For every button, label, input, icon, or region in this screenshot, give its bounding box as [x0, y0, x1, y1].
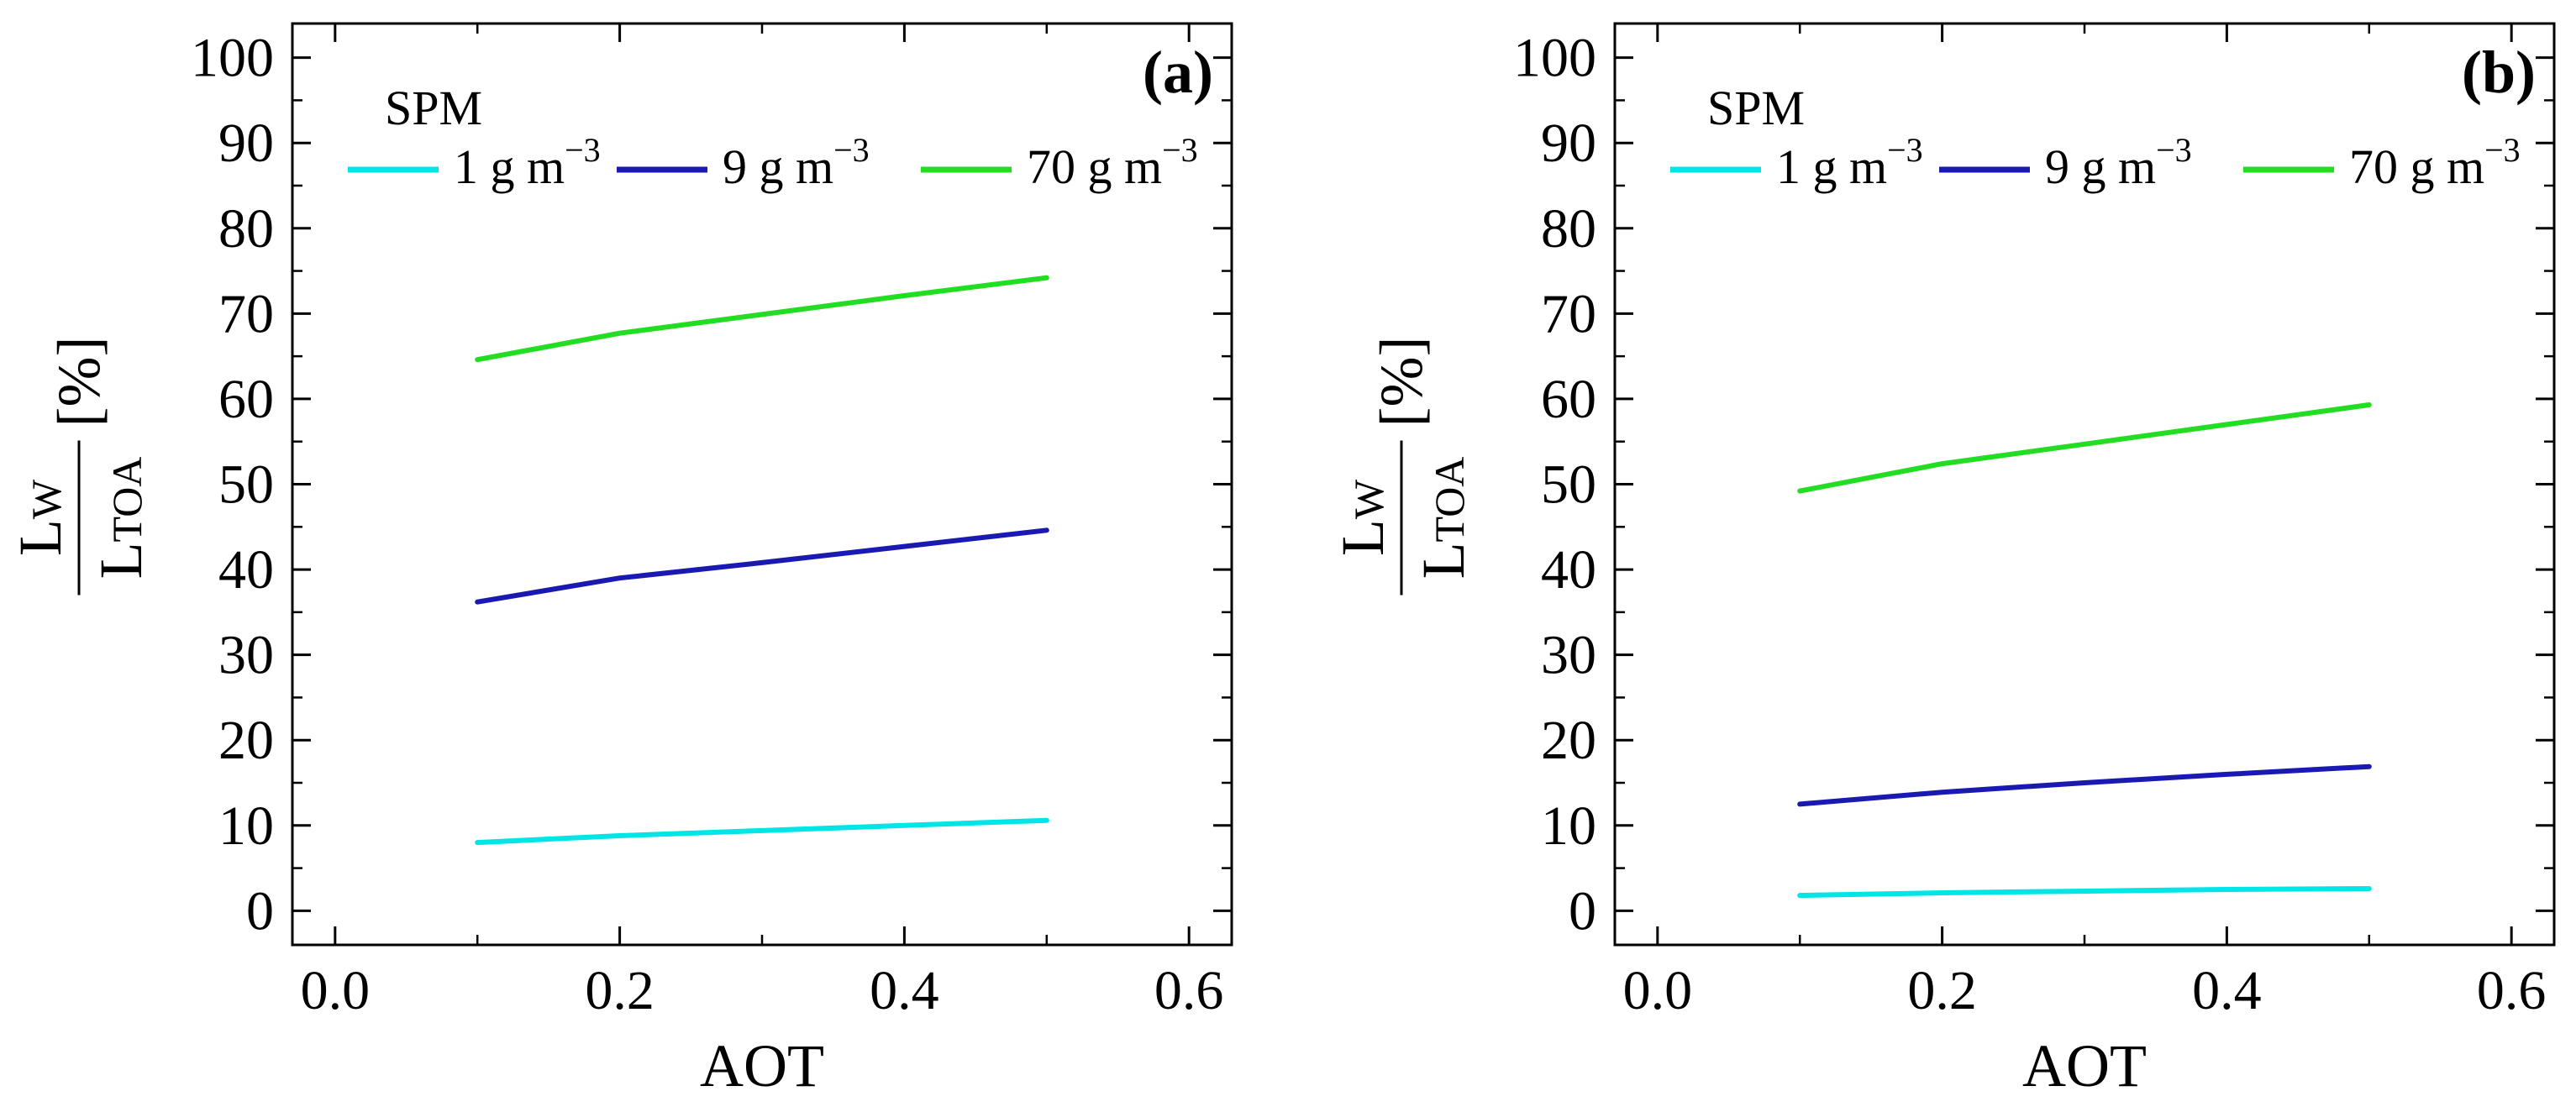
- y-tick-label: 0: [1569, 880, 1596, 942]
- x-tick-label: 0.6: [2477, 960, 2547, 1021]
- legend-label: 70 g m−3: [1027, 131, 1198, 194]
- legend-entry-2: 9 g m−3: [1939, 131, 2192, 194]
- x-tick-label: 0.4: [870, 960, 939, 1021]
- legend-entry-3: 70 g m−3: [921, 131, 1198, 194]
- y-tick-label: 100: [1513, 28, 1596, 89]
- y-tick-label: 90: [218, 113, 274, 174]
- chart-panel-b: 0 10 20 30 40 50 60 70 80 90 100 0.0 0.2 0.4 0.6 AOT LWL…: [1329, 22, 2556, 1099]
- y-title-unit: [%]: [1368, 337, 1435, 428]
- series-line-1: [475, 817, 1049, 846]
- y-title-denominator: LTOA: [1410, 457, 1477, 580]
- series-line-2: [475, 527, 1049, 605]
- y-tick-label: 100: [191, 28, 274, 89]
- panel-label: (b): [2462, 39, 2536, 106]
- x-axis-title: AOT: [700, 1032, 824, 1099]
- series-line-1: [1797, 886, 2372, 899]
- y-tick-label: 50: [1541, 454, 1596, 516]
- legend-label: 9 g m−3: [2045, 131, 2192, 194]
- x-tick-label: 0.2: [585, 960, 655, 1021]
- x-tick-label: 0.0: [1623, 960, 1693, 1021]
- x-tick-label: 0.2: [1907, 960, 1977, 1021]
- y-title-unit: [%]: [45, 337, 113, 428]
- legend-label: 70 g m−3: [2349, 131, 2521, 194]
- y-tick-label: 30: [218, 625, 274, 686]
- y-tick-label: 20: [218, 710, 274, 771]
- chart-panel-a: 0 10 20 30 40 50 60 70 80 90 100 0.0 0.2 0.4 0.6 AOT LWL…: [7, 22, 1233, 1099]
- y-tick-label: 50: [218, 454, 274, 516]
- series-line-3: [475, 275, 1049, 363]
- x-tick-label: 0.4: [2192, 960, 2262, 1021]
- y-tick-label: 0: [246, 880, 274, 942]
- legend-label: 1 g m−3: [1776, 131, 1923, 194]
- y-tick-label: 40: [1541, 539, 1596, 601]
- legend-label: 9 g m−3: [723, 131, 870, 194]
- y-tick-label: 80: [1541, 198, 1596, 260]
- y-title-denominator: LTOA: [87, 457, 155, 580]
- legend-entry-3: 70 g m−3: [2243, 131, 2521, 194]
- legend-entry-1: 1 g m−3: [1670, 131, 1923, 194]
- series-line-2: [1797, 763, 2372, 807]
- y-tick-label: 60: [218, 369, 274, 430]
- y-title-numerator: LW: [7, 479, 74, 556]
- legend-title: SPM: [1707, 81, 1805, 135]
- legend-label: 1 g m−3: [454, 131, 601, 194]
- y-tick-label: 40: [218, 539, 274, 601]
- y-tick-label: 10: [1541, 795, 1596, 857]
- y-tick-label: 20: [1541, 710, 1596, 771]
- legend-entry-2: 9 g m−3: [617, 131, 870, 194]
- legend-entry-1: 1 g m−3: [348, 131, 601, 194]
- y-tick-label: 70: [1541, 283, 1596, 344]
- y-title-numerator: LW: [1329, 479, 1396, 556]
- y-tick-label: 80: [218, 198, 274, 260]
- y-tick-label: 10: [218, 795, 274, 857]
- x-tick-label: 0.0: [301, 960, 371, 1021]
- series-line-3: [1797, 402, 2372, 494]
- panel-label: (a): [1143, 39, 1213, 106]
- x-tick-label: 0.6: [1154, 960, 1224, 1021]
- legend-title: SPM: [385, 81, 482, 135]
- y-tick-label: 90: [1541, 113, 1596, 174]
- y-tick-label: 30: [1541, 625, 1596, 686]
- y-tick-label: 60: [1541, 369, 1596, 430]
- y-tick-label: 70: [218, 283, 274, 344]
- x-axis-title: AOT: [2022, 1032, 2147, 1099]
